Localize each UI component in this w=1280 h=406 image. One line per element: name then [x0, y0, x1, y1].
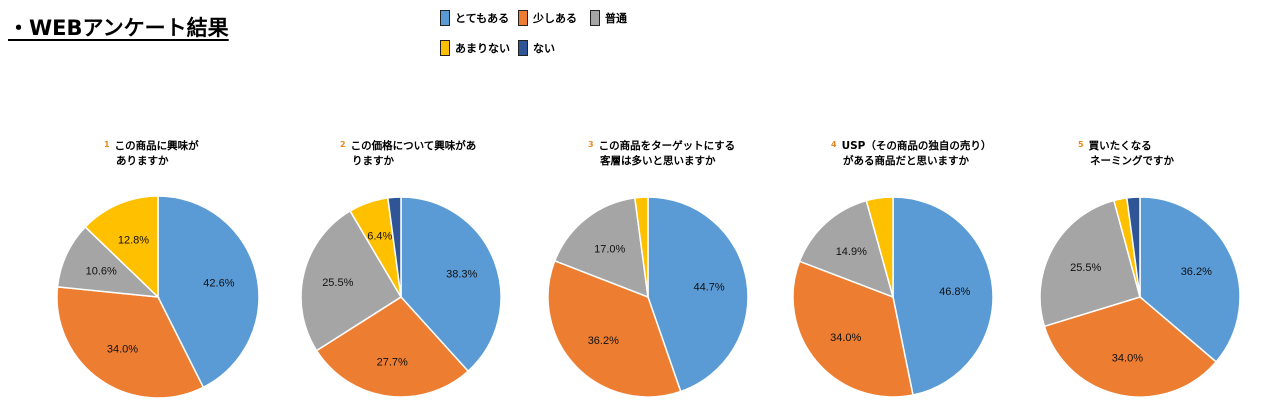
chart-4-label-some: 34.0% — [830, 332, 861, 344]
chart-legend: とてもある 少しある 普通 あまりない ない — [440, 7, 700, 63]
chart-2-label-some: 27.7% — [377, 356, 408, 368]
chart-1-label-not-much: 12.8% — [118, 234, 149, 246]
legend-label-not-much: あまりない — [455, 42, 510, 55]
legend-item-none: ない — [518, 40, 555, 56]
legend-item-very: とてもある — [440, 10, 509, 26]
chart-3-label-normal: 17.0% — [594, 243, 625, 255]
chart-2-title: 2 この価格について興味があ りますか — [340, 137, 476, 169]
chart-3-slice-not-much — [633, 196, 649, 298]
chart-1-slice-normal — [56, 225, 161, 298]
chart-4-slice-not-much — [865, 196, 894, 298]
chart-2-label-normal: 25.5% — [322, 277, 353, 289]
chart-5-title: 5 買いたくなる ネーミングですか — [1078, 137, 1174, 169]
legend-item-not-much: あまりない — [440, 40, 510, 56]
chart-4-label-normal: 14.9% — [836, 246, 867, 258]
chart-4-label-very: 46.8% — [939, 286, 970, 298]
legend-item-some: 少しある — [518, 10, 577, 26]
chart-3-title: 3 この商品をターゲットにする 客層は多いと思いますか — [588, 137, 735, 169]
chart-2-slice-normal — [300, 209, 403, 352]
legend-label-normal: 普通 — [605, 12, 627, 25]
chart-1-title-line-2: ありますか — [116, 155, 169, 167]
chart-1-title-line-1: この商品に興味が — [114, 140, 199, 152]
chart-1-label-very: 42.6% — [203, 278, 234, 290]
legend-label-some: 少しある — [533, 12, 577, 25]
chart-4-title-line-1: USP（その商品の独自の売り） — [841, 140, 992, 152]
chart-4-slice-very — [892, 196, 994, 396]
chart-3-slice-very — [647, 196, 749, 393]
legend-item-normal: 普通 — [590, 10, 627, 26]
legend-swatch-not-much — [440, 40, 450, 56]
chart-5-number: 5 — [1078, 140, 1084, 149]
chart-2-number: 2 — [340, 140, 346, 149]
chart-4-slice-some — [792, 260, 914, 398]
chart-5-slice-some — [1043, 296, 1218, 398]
chart-5-title-line-2: ネーミングですか — [1090, 155, 1174, 167]
chart-1-title: 1 この商品に興味が ありますか — [104, 137, 199, 169]
legend-swatch-none — [518, 40, 528, 56]
legend-label-very: とてもある — [455, 12, 510, 25]
chart-1-number: 1 — [104, 140, 110, 149]
chart-3-slice-normal — [553, 197, 649, 299]
legend-swatch-some — [518, 10, 528, 26]
chart-3-number: 3 — [588, 140, 594, 149]
chart-5-slice-very — [1139, 196, 1241, 363]
chart-5-label-normal: 25.5% — [1070, 262, 1101, 274]
legend-label-none: ない — [533, 42, 555, 55]
chart-5-label-very: 36.2% — [1181, 266, 1212, 278]
chart-2-title-line-2: りますか — [352, 155, 394, 167]
chart-5-slice-normal — [1039, 199, 1141, 328]
legend-swatch-normal — [590, 10, 600, 26]
chart-1-label-normal: 10.6% — [86, 266, 117, 278]
chart-2-label-not-much: 6.4% — [367, 231, 392, 243]
page-title: ・WEBアンケート結果 — [8, 16, 229, 40]
chart-2-slice-very — [400, 196, 502, 373]
chart-2-label-very: 38.3% — [446, 269, 477, 281]
chart-2-title-line-1: この価格について興味があ — [350, 140, 477, 152]
chart-3-title-line-1: この商品をターゲットにする — [598, 140, 736, 152]
chart-3-label-very: 44.7% — [693, 282, 724, 294]
chart-5-label-some: 34.0% — [1112, 353, 1143, 365]
chart-1-slice-not-much — [84, 195, 159, 299]
chart-5-title-line-1: 買いたくなる — [1088, 140, 1152, 152]
chart-2-slice-some — [315, 296, 470, 398]
legend-swatch-very — [440, 10, 450, 26]
chart-3-slice-some — [547, 259, 682, 398]
chart-5-slice-none — [1125, 196, 1141, 298]
chart-3-label-some: 36.2% — [588, 335, 619, 347]
chart-4-title: 4 USP（その商品の独自の売り） がある商品だと思いますか — [831, 137, 991, 169]
chart-1-slice-some — [56, 286, 205, 399]
chart-1-slice-very — [157, 195, 260, 389]
chart-4-number: 4 — [831, 140, 837, 149]
chart-1-label-some: 34.0% — [107, 344, 138, 356]
chart-2-slice-none — [386, 196, 402, 298]
chart-4-slice-normal — [798, 199, 895, 299]
chart-4-title-line-2: がある商品だと思いますか — [843, 155, 969, 167]
chart-3-title-line-2: 客層は多いと思いますか — [600, 155, 716, 167]
